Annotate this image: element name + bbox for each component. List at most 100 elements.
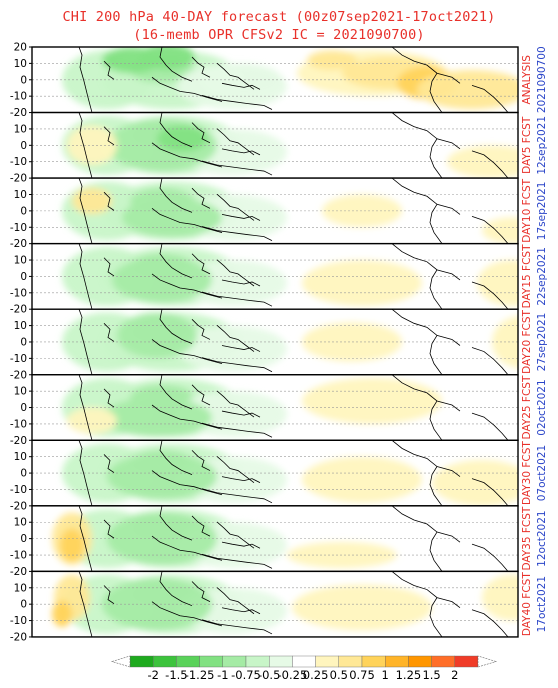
coastline [191,384,211,406]
ytick-label: 0 [20,140,27,152]
panel-7: 10 0 -10 -20 DAY30 FCST 07oct2021 [10,439,548,512]
ytick-label: -10 [10,287,27,299]
coastline [78,309,93,375]
coastline [429,466,443,506]
coastline [201,422,273,438]
coastline [201,488,273,504]
coastline [216,521,255,549]
coastline [216,325,255,352]
coastline [151,601,223,627]
panel-5: 10 0 -10 -20 DAY20 FCST 27sep2021 [10,308,548,381]
coastline [391,374,461,412]
ytick-label: 0 [20,336,27,348]
coastline [429,73,443,113]
shading-blob [287,541,397,569]
panel-9: 10 0 -10 -20 DAY40 FCST 17oct2021 [10,570,548,643]
coastline [78,374,93,441]
chi-shading [62,246,518,306]
coastline [103,191,115,211]
chart-title-line1: CHI 200 hPa 40-DAY forecast (00z07sep202… [62,9,496,25]
coastline [78,440,93,506]
coastline [471,412,509,441]
panel-8: 10 0 -10 -20 DAY35 FCST 12oct2021 [10,505,548,578]
ytick-label: 20 [14,42,27,54]
coastline [78,505,93,572]
coastline [159,309,193,344]
coastline [216,259,255,287]
colorbar-swatch [315,655,340,668]
colorbar-label: -0.75 [231,668,261,682]
panel-label-top: DAY20 FCST [521,309,533,373]
panel-1: 20 10 0 -10 -20 ANALYSIS 2021090700 [10,42,548,120]
ytick-label: -20 [10,173,27,185]
coastline [221,410,261,418]
coastline [429,597,443,637]
ytick-label: -10 [10,550,27,562]
coastline [221,541,261,549]
colorbar-label: 0.75 [349,668,375,682]
coastlines [78,440,509,506]
ytick-label: 0 [20,271,27,283]
colorbar-label: -0.5 [258,668,280,682]
coastline [151,142,223,168]
coastline [201,291,273,307]
coastline [471,216,509,244]
coastlines [78,505,509,572]
coastline [429,400,443,441]
ytick-label: -10 [10,91,27,103]
colorbar-label: -1.25 [185,668,215,682]
ytick-label: -20 [10,500,27,512]
coastline [191,56,211,78]
panel-label-bottom: 02oct2021 [536,379,548,435]
shading-blob [302,378,442,424]
coastline [159,440,193,475]
coastline [159,243,193,279]
shading-blob [112,256,212,303]
shading-blob [482,217,518,244]
panel-label-bottom: 12oct2021 [536,510,548,566]
shading-blob [302,456,422,503]
ytick-label: -20 [10,238,27,250]
ytick-label: 10 [14,255,27,267]
coastline [159,178,193,213]
coastline [159,374,193,410]
coastline [103,126,115,146]
coastline [221,345,261,352]
coastline [78,178,93,244]
panel-label-bottom: 17oct2021 [536,576,548,632]
ytick-label: 10 [14,582,27,594]
coastlines [78,309,509,375]
shading-blob [107,453,217,500]
colorbar-label: 0.25 [303,668,329,682]
panel-label-bottom: 27sep2021 [536,313,548,372]
coastline [78,112,93,179]
colorbar-swatch [245,655,270,668]
colorbar-swatch [408,655,432,668]
coastlines [78,47,509,113]
ytick-label: 0 [20,468,27,480]
coastlines [78,178,509,244]
colorbar-label: 0.5 [330,668,348,682]
panel-label-bottom: 17sep2021 [536,182,548,241]
coastline [103,60,115,80]
panel-label-bottom: 2021090700 [536,46,548,113]
shading-blob [302,260,422,306]
shading-blob [60,528,84,562]
coastline [391,309,461,346]
shading-blob [482,574,518,621]
panel-label-top: DAY15 FCST [521,244,533,308]
ytick-label: -20 [10,369,27,381]
coastline [471,84,509,113]
colorbar-swatch [199,655,224,668]
coastline [159,571,193,607]
colorbar-swatch [129,655,154,668]
colorbar-swatch [152,655,177,668]
coastline [471,609,509,637]
ytick-label: 0 [20,402,27,414]
coastlines [78,243,509,310]
coastline [216,193,255,221]
ytick-label: -10 [10,353,27,365]
shading-blob [117,312,197,359]
panel-label-bottom: 07oct2021 [536,445,548,501]
colorbar-swatch [269,655,293,668]
